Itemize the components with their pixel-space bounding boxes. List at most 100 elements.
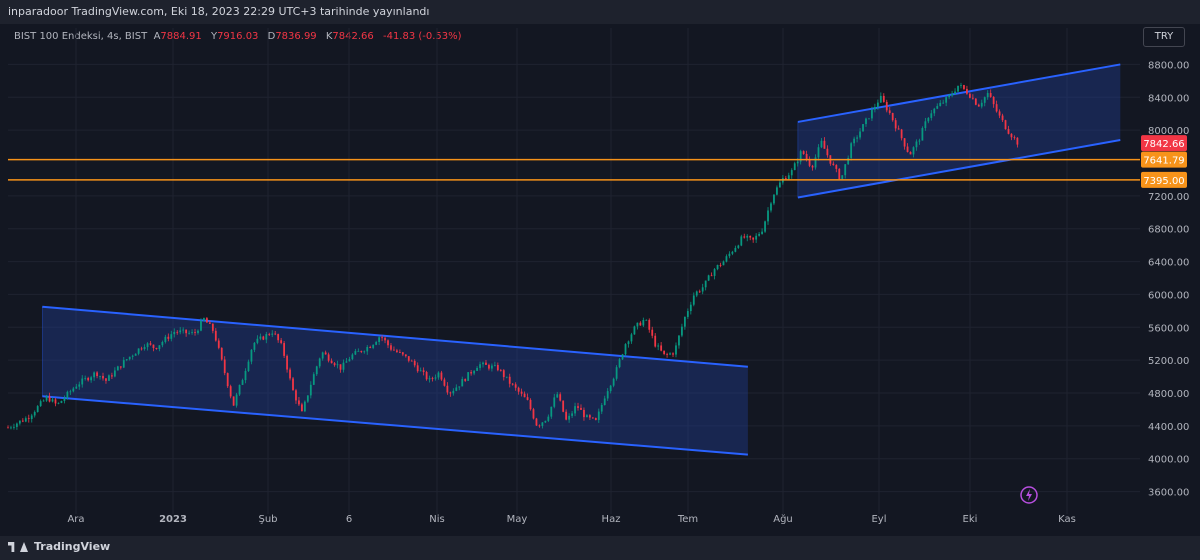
candle-body: [194, 332, 196, 333]
candle-body: [728, 253, 731, 257]
candle-body: [488, 364, 490, 369]
candle-body: [761, 231, 763, 234]
candle-body: [553, 397, 556, 407]
candle-body: [879, 95, 882, 103]
ascending-channel-bottom-line: [797, 139, 1121, 199]
footer-brand: TradingView: [34, 540, 111, 553]
x-tick-label: Tem: [677, 514, 698, 525]
candle-body: [348, 359, 351, 362]
candle-body: [805, 154, 808, 160]
candle-body: [306, 395, 309, 402]
candle-body: [419, 370, 422, 372]
candle-body: [24, 418, 27, 422]
candle-body: [912, 147, 915, 155]
candle-body: [351, 354, 354, 360]
price-tag-bg: [1141, 135, 1187, 152]
candle-body: [357, 351, 360, 352]
symbol-legend: BIST 100 Endeksi, 4s, BIST A7884.91 Y791…: [14, 31, 462, 42]
candle-body: [470, 372, 473, 374]
candle-body: [933, 108, 936, 114]
y-tick-label: 5200.00: [1148, 356, 1189, 367]
candle-body: [87, 377, 90, 381]
candle-body: [298, 400, 300, 405]
candle-body: [327, 354, 330, 361]
candle-body: [387, 340, 389, 346]
lightning-icon[interactable]: [1020, 486, 1038, 504]
candle-body: [410, 360, 413, 362]
candle-body: [318, 358, 321, 367]
candle-body: [1013, 137, 1016, 139]
candle-body: [7, 427, 9, 429]
close-value: 7842.66: [332, 31, 374, 42]
price-tag-label: 7641.79: [1143, 156, 1184, 167]
channel-drawings: [41, 63, 1121, 456]
candle-body: [936, 106, 939, 109]
candle-body: [618, 359, 621, 368]
candle-body: [583, 409, 585, 418]
candle-body: [36, 406, 39, 412]
candle-body: [633, 326, 636, 335]
candle-body: [247, 361, 250, 371]
candle-body: [523, 393, 526, 398]
candle-body: [1010, 133, 1013, 138]
candle-body: [27, 418, 30, 419]
ascending-channel-top-line: [797, 63, 1121, 123]
candle-body: [188, 332, 190, 334]
candle-body: [817, 147, 820, 158]
candle-body: [99, 376, 101, 377]
price-chart[interactable]: 8800.00 8400.00 8000.00 7200.00 6800.00 6400.…: [0, 0, 1200, 536]
candle-body: [624, 344, 627, 355]
high-label: Y: [210, 31, 218, 42]
candle-body: [449, 392, 452, 394]
candle-body: [140, 348, 143, 350]
candle-body: [21, 420, 24, 422]
candle-body: [482, 362, 484, 365]
candle-body: [54, 399, 57, 404]
candle-body: [102, 376, 104, 379]
candle-body: [645, 319, 648, 321]
y-tick-label: 4800.00: [1148, 389, 1189, 400]
candle-body: [206, 318, 208, 323]
candle-body: [191, 332, 193, 333]
candle-body: [390, 345, 392, 350]
candle-body: [134, 353, 137, 356]
candle-body: [740, 236, 743, 246]
candle-body: [731, 251, 734, 254]
candle-body: [381, 337, 383, 339]
candle-body: [811, 165, 814, 168]
candle-body: [547, 416, 550, 421]
candle-body: [722, 261, 725, 266]
symbol-name[interactable]: BIST 100 Endeksi, 4s, BIST: [14, 31, 148, 42]
candle-body: [152, 344, 155, 348]
candle-body: [39, 401, 42, 407]
candle-body: [200, 320, 202, 331]
candle-body: [541, 422, 544, 426]
candle-body: [544, 420, 547, 423]
candle-body: [238, 384, 241, 395]
candle-body: [384, 337, 386, 341]
currency-button[interactable]: TRY: [1143, 27, 1185, 47]
candle-body: [173, 331, 176, 335]
candlestick-series: [7, 82, 1019, 430]
candle-body: [918, 140, 921, 142]
candle-body: [137, 348, 140, 354]
candle-body: [303, 401, 306, 412]
candle-body: [568, 415, 571, 420]
candle-body: [517, 387, 520, 392]
candle-body: [716, 265, 719, 270]
candle-body: [663, 350, 666, 354]
candle-body: [354, 351, 357, 355]
tradingview-logo[interactable]: TradingView: [8, 540, 110, 553]
y-tick-label: 8400.00: [1148, 93, 1189, 104]
candle-body: [678, 335, 680, 346]
candle-body: [443, 379, 446, 386]
candle-body: [776, 187, 778, 195]
candle-body: [906, 146, 909, 152]
candle-body: [96, 372, 98, 377]
price-tag-bg: [1141, 151, 1187, 168]
candle-body: [873, 107, 876, 110]
candle-body: [915, 141, 918, 148]
candle-body: [1004, 120, 1007, 130]
candle-body: [725, 256, 728, 262]
candle-body: [108, 375, 110, 381]
